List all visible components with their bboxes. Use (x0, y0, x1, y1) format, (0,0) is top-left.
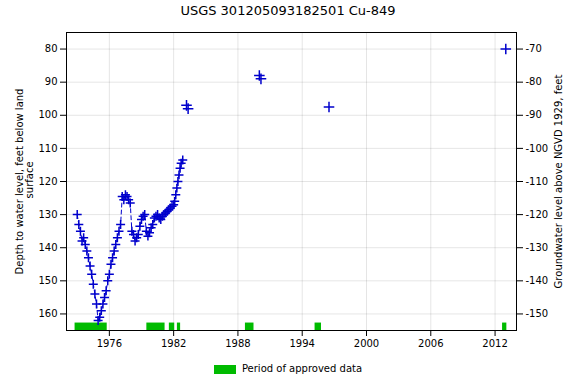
svg-text:Groundwater level above NGVD 1: Groundwater level above NGVD 1929, feet (553, 75, 564, 289)
svg-text:1994: 1994 (289, 338, 314, 349)
svg-text:-100: -100 (526, 143, 549, 154)
svg-text:-120: -120 (526, 209, 549, 220)
svg-text:160: 160 (38, 308, 57, 319)
svg-text:-110: -110 (526, 176, 549, 187)
svg-text:1982: 1982 (161, 338, 186, 349)
svg-text:1976: 1976 (97, 338, 122, 349)
svg-text:140: 140 (38, 242, 57, 253)
html-text:Period of approved data: Period of approved data (241, 363, 363, 374)
svg-text:Depth to water level, feet bel: Depth to water level, feet below land su… (14, 89, 35, 275)
svg-text:-140: -140 (526, 275, 549, 286)
svg-text:-70: -70 (526, 43, 542, 54)
svg-text:-80: -80 (526, 76, 542, 87)
svg-text:120: 120 (38, 176, 57, 187)
svg-text:80: 80 (45, 43, 58, 54)
svg-text:-150: -150 (526, 308, 549, 319)
svg-text:1988: 1988 (225, 338, 250, 349)
svg-text:100: 100 (38, 109, 57, 120)
svg-text:130: 130 (38, 209, 57, 220)
html-text:USGS 301205093182501 Cu-849: USGS 301205093182501 Cu-849 (180, 3, 396, 18)
svg-text:150: 150 (38, 275, 57, 286)
svg-text:110: 110 (38, 143, 57, 154)
svg-text:-90: -90 (526, 109, 542, 120)
svg-text:2000: 2000 (354, 338, 379, 349)
svg-text:2006: 2006 (418, 338, 443, 349)
svg-text:90: 90 (45, 76, 58, 87)
svg-text:-130: -130 (526, 242, 549, 253)
svg-text:2012: 2012 (482, 338, 507, 349)
